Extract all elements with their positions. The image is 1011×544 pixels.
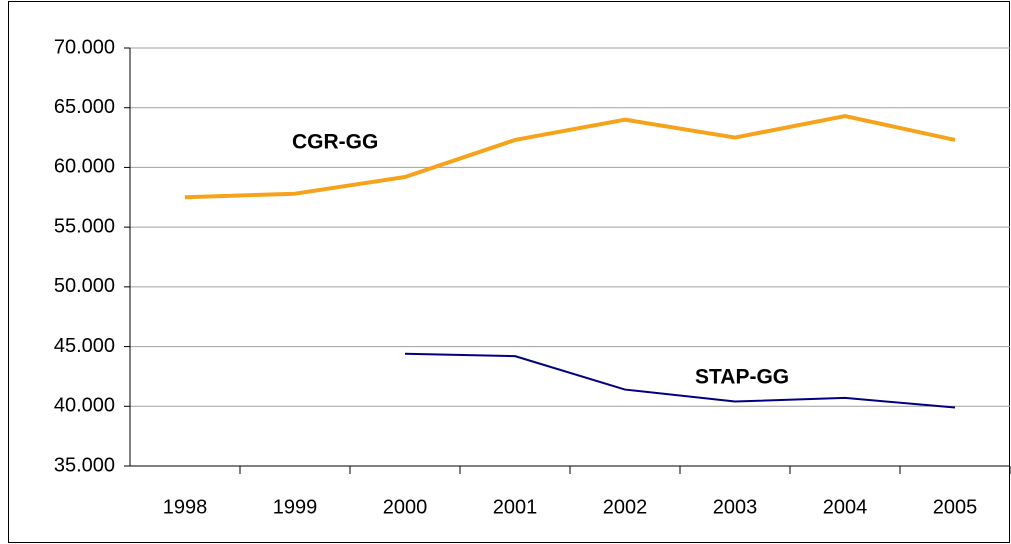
series-label: CGR-GG	[292, 131, 378, 154]
x-tick-label: 2004	[823, 496, 868, 518]
chart-frame	[8, 1, 1010, 543]
series-line	[184, 114, 956, 200]
y-tick-label: 65.000	[54, 96, 115, 118]
x-tick-label: 2003	[713, 496, 758, 518]
x-tick-label: 2000	[383, 496, 428, 518]
y-tick-label: 45.000	[54, 335, 115, 357]
y-tick-label: 55.000	[54, 215, 115, 237]
y-tick-label: 35.000	[54, 454, 115, 476]
x-tick-label: 1999	[273, 496, 318, 518]
x-tick-label: 2005	[933, 496, 978, 518]
x-tick-label: 2001	[493, 496, 538, 518]
y-tick-label: 70.000	[54, 36, 115, 58]
series-label: STAP-GG	[695, 366, 789, 389]
y-tick-label: 60.000	[54, 156, 115, 178]
series-line	[404, 352, 956, 409]
x-tick-label: 1998	[163, 496, 208, 518]
y-tick-label: 50.000	[54, 275, 115, 297]
y-tick-label: 40.000	[54, 395, 115, 417]
x-tick-label: 2002	[603, 496, 648, 518]
